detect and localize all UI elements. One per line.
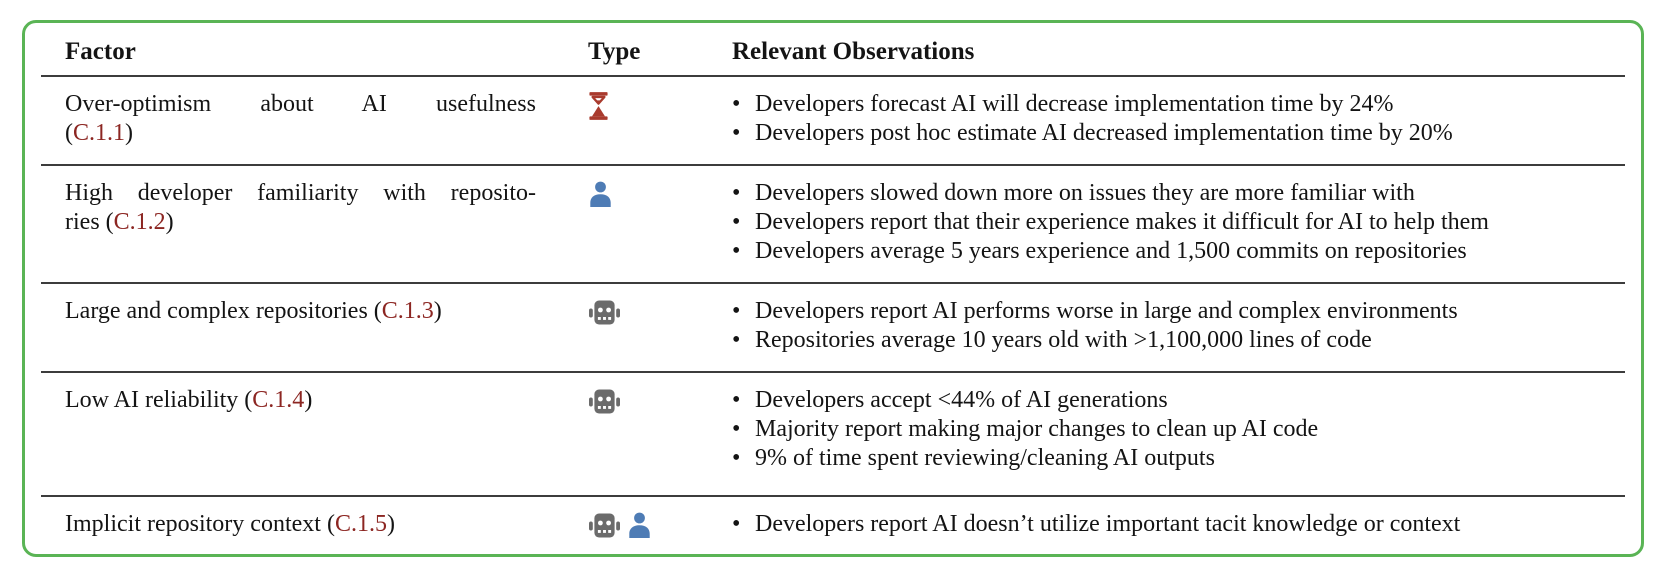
column-header-type: Type bbox=[588, 38, 641, 65]
factor-ref-link[interactable]: C.1.3 bbox=[381, 298, 434, 324]
observation-text: Developers average 5 years experience an… bbox=[755, 238, 1467, 264]
factor-text: High developer familiarity with reposito… bbox=[65, 180, 536, 206]
factors-table: Factor Type Relevant Observations Over-o… bbox=[41, 23, 1625, 554]
factor-line: Low AI reliability (C.1.4) bbox=[65, 386, 536, 415]
observation-item: • 9% of time spent reviewing/cleaning AI … bbox=[732, 444, 1619, 473]
type-cell bbox=[546, 164, 694, 283]
factor-text: ries ( bbox=[65, 209, 114, 235]
factor-text: ( bbox=[65, 120, 73, 146]
factor-ref-link[interactable]: C.1.4 bbox=[252, 387, 305, 413]
observation-item: • Developers report AI performs worse in … bbox=[732, 297, 1619, 326]
person-icon bbox=[627, 512, 652, 538]
hourglass-icon bbox=[588, 92, 609, 120]
bullet-icon: • bbox=[732, 91, 741, 117]
robot-icon bbox=[588, 388, 621, 415]
factor-text: Low AI reliability ( bbox=[65, 387, 253, 413]
observation-text: Developers accept <44% of AI generations bbox=[755, 387, 1168, 413]
observation-item: • Developers post hoc estimate AI decreas… bbox=[732, 119, 1619, 148]
robot-icon bbox=[588, 299, 621, 326]
column-header-factor: Factor bbox=[65, 38, 136, 65]
factor-text: ) bbox=[433, 298, 442, 324]
bullet-icon: • bbox=[732, 298, 741, 324]
observation-item: • Developers forecast AI will decrease im… bbox=[732, 90, 1619, 119]
factor-text: ) bbox=[304, 387, 313, 413]
factors-table-card: Factor Type Relevant Observations Over-o… bbox=[22, 20, 1644, 557]
observations-cell: • Developers accept <44% of AI generation… bbox=[694, 371, 1625, 496]
factor-ref-link[interactable]: C.1.2 bbox=[113, 209, 166, 235]
bullet-icon: • bbox=[732, 238, 741, 264]
observation-item: • Developers accept <44% of AI generation… bbox=[732, 386, 1619, 415]
factor-text: Implicit repository context ( bbox=[65, 511, 335, 537]
factor-text: ) bbox=[125, 120, 134, 146]
type-cell bbox=[546, 75, 694, 165]
table-row: Large and complex repositories (C.1.3) • D… bbox=[41, 282, 1625, 372]
factor-cell: High developer familiarity with reposito… bbox=[41, 164, 546, 283]
observations-cell: • Developers slowed down more on issues t… bbox=[694, 164, 1625, 283]
type-cell bbox=[546, 371, 694, 496]
factor-line: High developer familiarity with reposito… bbox=[65, 179, 536, 208]
factor-text: Large and complex repositories ( bbox=[65, 298, 382, 324]
type-cell bbox=[546, 495, 694, 554]
observation-text: Developers report that their experience … bbox=[755, 209, 1489, 235]
observation-text: Developers report AI doesn’t utilize imp… bbox=[755, 511, 1461, 537]
observation-text: Developers post hoc estimate AI decrease… bbox=[755, 120, 1453, 146]
observation-text: 9% of time spent reviewing/cleaning AI o… bbox=[755, 445, 1215, 471]
bullet-icon: • bbox=[732, 387, 741, 413]
observations-cell: • Developers report AI performs worse in … bbox=[694, 282, 1625, 372]
observation-item: • Developers report AI doesn’t utilize im… bbox=[732, 510, 1619, 539]
observation-item: • Developers report that their experience… bbox=[732, 208, 1619, 237]
observation-item: • Developers slowed down more on issues t… bbox=[732, 179, 1619, 208]
factor-text: Over-optimism about AI usefulness bbox=[65, 91, 536, 117]
column-header-observations: Relevant Observations bbox=[732, 38, 975, 65]
observation-text: Developers report AI performs worse in l… bbox=[755, 298, 1458, 324]
type-cell bbox=[546, 282, 694, 372]
person-icon bbox=[588, 181, 613, 207]
table-row: Low AI reliability (C.1.4) • Developers ac… bbox=[41, 371, 1625, 496]
factor-cell: Low AI reliability (C.1.4) bbox=[41, 371, 546, 496]
table-header-row: Factor Type Relevant Observations bbox=[41, 23, 1625, 76]
robot-icon bbox=[588, 512, 621, 539]
factor-cell: Over-optimism about AI usefulness (C.1.1) bbox=[41, 75, 546, 165]
observation-text: Repositories average 10 years old with >… bbox=[755, 327, 1372, 353]
observation-text: Developers slowed down more on issues th… bbox=[755, 180, 1415, 206]
factor-text: ) bbox=[386, 511, 395, 537]
table-row: Over-optimism about AI usefulness (C.1.1)… bbox=[41, 75, 1625, 165]
table-row: Implicit repository context (C.1.5) • Deve… bbox=[41, 495, 1625, 554]
observation-item: • Repositories average 10 years old with … bbox=[732, 326, 1619, 355]
bullet-icon: • bbox=[732, 416, 741, 442]
factor-ref-link[interactable]: C.1.1 bbox=[73, 120, 126, 146]
observation-text: Developers forecast AI will decrease imp… bbox=[755, 91, 1394, 117]
factor-line: Over-optimism about AI usefulness bbox=[65, 90, 536, 119]
observations-cell: • Developers report AI doesn’t utilize im… bbox=[694, 495, 1625, 554]
factor-cell: Implicit repository context (C.1.5) bbox=[41, 495, 546, 554]
factor-line: (C.1.1) bbox=[65, 119, 536, 148]
bullet-icon: • bbox=[732, 180, 741, 206]
factor-line: Large and complex repositories (C.1.3) bbox=[65, 297, 536, 326]
bullet-icon: • bbox=[732, 445, 741, 471]
factor-line: ries (C.1.2) bbox=[65, 208, 536, 237]
factor-line: Implicit repository context (C.1.5) bbox=[65, 510, 536, 539]
factor-text: ) bbox=[165, 209, 174, 235]
observation-text: Majority report making major changes to … bbox=[755, 416, 1319, 442]
observations-cell: • Developers forecast AI will decrease im… bbox=[694, 75, 1625, 165]
bullet-icon: • bbox=[732, 209, 741, 235]
bullet-icon: • bbox=[732, 120, 741, 146]
factor-cell: Large and complex repositories (C.1.3) bbox=[41, 282, 546, 372]
bullet-icon: • bbox=[732, 511, 741, 537]
bullet-icon: • bbox=[732, 327, 741, 353]
observation-item: • Developers average 5 years experience a… bbox=[732, 237, 1619, 266]
table-row: High developer familiarity with reposito… bbox=[41, 164, 1625, 283]
observation-item: • Majority report making major changes to… bbox=[732, 415, 1619, 444]
factor-ref-link[interactable]: C.1.5 bbox=[334, 511, 387, 537]
